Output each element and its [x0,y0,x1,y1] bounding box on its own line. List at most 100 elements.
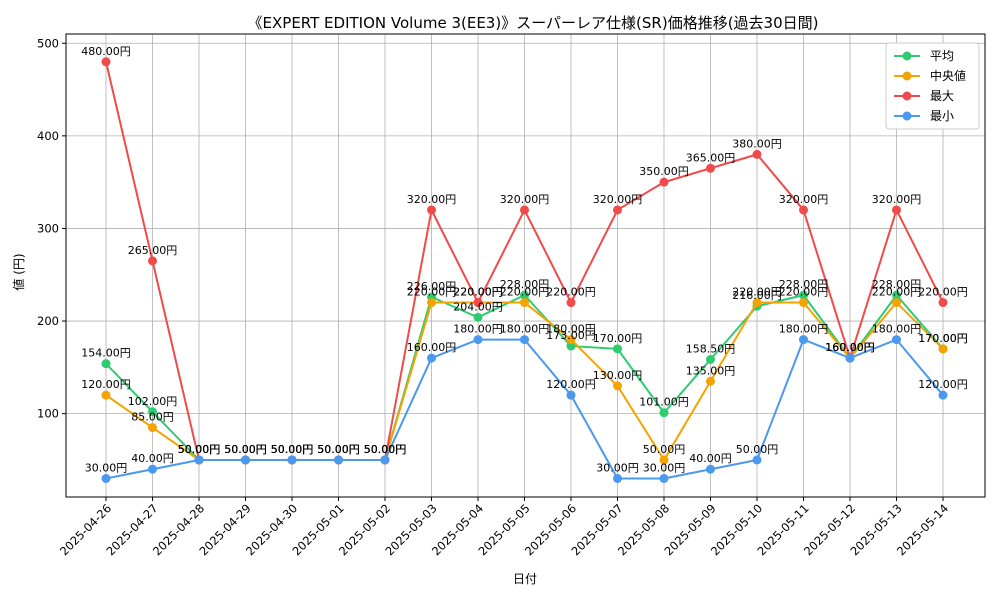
data-label: 204.00円 [453,300,503,313]
data-point [520,335,529,345]
data-label: 50.00円 [178,443,221,456]
data-point [566,335,576,345]
legend-item: 平均 [894,49,954,63]
data-label: 50.00円 [271,443,314,456]
data-point [101,359,111,369]
data-point [659,455,669,465]
y-tick-label: 400 [37,129,59,143]
y-axis-label: 値 (円) [11,253,26,290]
data-point [148,464,157,474]
data-label: 50.00円 [271,443,314,456]
data-point [101,473,111,483]
series-layer [101,57,948,483]
data-label: 30.00円 [643,461,686,474]
data-label: 50.00円 [178,443,221,456]
data-point [101,57,111,67]
data-label: 220.00円 [732,286,782,299]
data-label: 170.00円 [918,332,968,345]
data-label: 220.00円 [453,286,503,299]
data-label: 154.00円 [81,347,131,360]
data-point [473,335,483,345]
data-label: 180.00円 [779,323,829,336]
data-label: 180.00円 [872,323,922,336]
data-label: 85.00円 [131,411,174,424]
data-label: 50.00円 [224,443,267,456]
legend-marker [902,91,912,101]
data-label: 50.00円 [364,443,407,456]
data-label: 160.00円 [825,341,875,354]
data-label: 160.00円 [407,341,457,354]
data-point [473,298,483,308]
data-point [473,312,483,322]
data-label: 50.00円 [317,443,360,456]
data-label: 480.00円 [81,45,131,58]
data-label: 50.00円 [317,443,360,456]
data-point [659,473,669,483]
data-point [427,353,436,363]
data-label: 220.00円 [779,286,829,299]
chart-title: 《EXPERT EDITION Volume 3(EE3)》スーパーレア仕様(S… [248,14,819,32]
data-label: 228.00円 [779,278,829,291]
plot-frame [65,33,986,498]
data-label: 120.00円 [918,378,968,391]
data-label: 180.00円 [546,323,596,336]
data-label: 226.00円 [407,280,457,293]
data-label: 160.00円 [825,341,875,354]
data-point [659,177,669,187]
data-point [241,455,250,465]
data-point [892,290,901,300]
data-label: 50.00円 [317,443,360,456]
data-label: 228.00円 [872,278,922,291]
data-label: 320.00円 [593,193,643,206]
data-point [845,353,855,363]
data-label: 180.00円 [500,323,550,336]
data-label: 50.00円 [271,443,314,456]
data-point [334,455,343,465]
legend-item: 最大 [894,89,954,103]
data-label: 228.00円 [500,278,550,291]
data-label: 50.00円 [736,443,779,456]
data-label: 265.00円 [128,244,178,257]
data-point [799,335,808,345]
data-point [566,298,576,308]
data-point [752,149,762,159]
data-point [706,354,715,364]
data-point [752,455,762,465]
y-tick-label: 100 [37,407,59,421]
data-label: 380.00円 [732,137,782,150]
data-point [938,298,948,308]
y-tick-label: 500 [37,36,59,50]
data-point [613,473,622,483]
data-label: 170.00円 [918,332,968,345]
data-point [613,344,622,354]
data-label: 50.00円 [364,443,407,456]
data-point [706,376,715,386]
data-label: 220.00円 [407,286,457,299]
data-point [938,344,948,354]
data-label: 220.00円 [500,286,550,299]
legend-item: 最小 [894,109,954,123]
data-label: 102.00円 [128,395,178,408]
data-point [520,290,529,300]
data-label: 50.00円 [224,443,267,456]
data-point [427,298,436,308]
data-label: 30.00円 [85,461,128,474]
data-label: 180.00円 [453,323,503,336]
data-label: 50.00円 [271,443,314,456]
legend-label: 平均 [930,49,954,63]
legend-label: 最小 [930,109,954,123]
data-point [892,205,901,215]
data-point [892,298,901,308]
data-point [148,256,157,266]
data-label: 50.00円 [178,443,221,456]
data-label: 320.00円 [500,193,550,206]
data-point [706,464,715,474]
data-label: 158.50円 [686,342,736,355]
legend-marker [902,111,912,121]
data-point [566,341,576,351]
data-label: 220.00円 [453,286,503,299]
data-label: 120.00円 [546,378,596,391]
